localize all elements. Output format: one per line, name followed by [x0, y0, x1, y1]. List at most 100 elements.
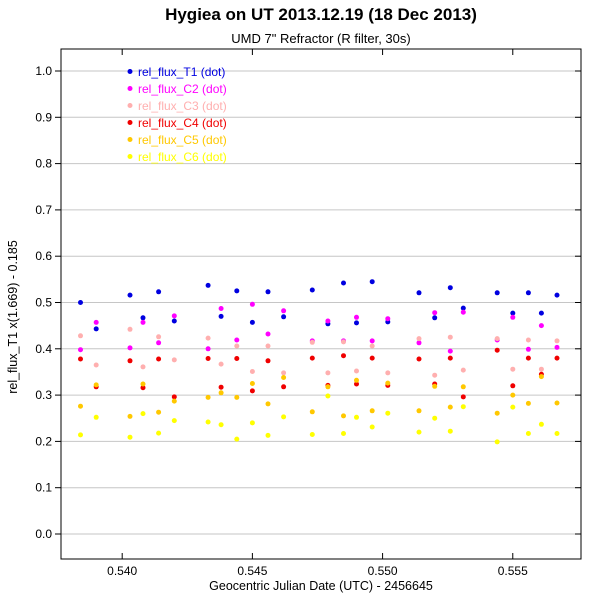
data-point-C5 — [354, 377, 359, 383]
data-point-T1 — [218, 313, 224, 319]
data-point-C6 — [354, 414, 359, 420]
data-point-C3 — [525, 337, 531, 343]
data-point-C2 — [525, 346, 531, 352]
legend-item-C6: rel_flux_C6 (dot) — [127, 150, 227, 164]
data-point-C3 — [249, 369, 255, 374]
x-tick-label: 0.540 — [107, 564, 137, 578]
data-point-C3 — [171, 357, 177, 363]
data-point-C5 — [554, 400, 560, 406]
data-point-C6 — [140, 411, 146, 417]
data-point-C2 — [432, 310, 438, 316]
data-point-T1 — [416, 290, 422, 296]
data-point-C3 — [494, 336, 500, 342]
data-point-C6 — [554, 431, 560, 436]
data-point-C2 — [510, 314, 516, 320]
legend-label: rel_flux_C6 (dot) — [138, 150, 227, 164]
data-point-C4 — [156, 356, 162, 362]
data-point-C6 — [525, 431, 531, 436]
data-point-C5 — [127, 413, 133, 419]
data-point-T1 — [494, 290, 500, 296]
data-point-C2 — [354, 314, 359, 320]
data-point-C2 — [538, 323, 544, 329]
data-point-T1 — [171, 318, 177, 324]
data-point-C4 — [234, 356, 240, 361]
legend-dot-icon — [127, 137, 133, 142]
y-tick-label: 0.8 — [35, 157, 52, 171]
data-point-C6 — [385, 410, 391, 416]
data-point-C5 — [140, 381, 146, 387]
legend-dot-icon — [127, 103, 133, 108]
data-point-C6 — [309, 432, 315, 437]
data-point-T1 — [341, 280, 346, 286]
x-tick-label: 0.550 — [368, 564, 398, 578]
data-point-C6 — [249, 420, 255, 426]
data-point-T1 — [127, 292, 133, 298]
data-point-C3 — [325, 370, 331, 376]
data-point-C2 — [447, 348, 453, 354]
legend-dot-icon — [127, 154, 133, 159]
legend-item-C5: rel_flux_C5 (dot) — [127, 133, 227, 147]
data-point-C6 — [369, 424, 375, 430]
data-point-C2 — [234, 337, 240, 343]
data-point-C5 — [460, 384, 466, 390]
data-point-C3 — [309, 339, 315, 345]
data-point-C4 — [309, 355, 315, 361]
legend: rel_flux_T1 (dot) rel_flux_C2 (dot) rel_fl… — [127, 65, 227, 164]
data-point-C6 — [432, 415, 438, 421]
data-point-C2 — [249, 301, 255, 307]
data-point-C4 — [341, 353, 346, 359]
data-point-C4 — [127, 358, 133, 364]
data-point-C3 — [205, 335, 211, 341]
data-point-C5 — [93, 382, 99, 388]
data-point-C5 — [525, 400, 531, 406]
data-point-C4 — [265, 358, 271, 364]
data-point-C3 — [341, 339, 346, 345]
data-point-C6 — [205, 419, 211, 425]
data-point-C4 — [447, 355, 453, 361]
data-point-C3 — [447, 334, 453, 340]
data-point-C5 — [325, 384, 331, 390]
data-point-C4 — [171, 394, 177, 400]
data-point-C4 — [494, 347, 500, 353]
legend-item-C2: rel_flux_C2 (dot) — [127, 82, 227, 96]
data-point-C5 — [341, 413, 346, 419]
data-point-C3 — [78, 333, 83, 339]
legend-label: rel_flux_C4 (dot) — [138, 116, 227, 130]
data-point-T1 — [432, 315, 438, 321]
data-point-C2 — [156, 340, 162, 346]
data-point-C2 — [78, 347, 83, 353]
data-point-C6 — [234, 436, 240, 442]
data-point-C6 — [510, 404, 516, 410]
data-point-C5 — [156, 409, 162, 415]
data-point-T1 — [205, 282, 211, 288]
data-point-T1 — [249, 319, 255, 325]
data-point-C5 — [218, 390, 224, 396]
data-point-C6 — [127, 434, 133, 440]
legend-label: rel_flux_T1 (dot) — [138, 65, 225, 79]
legend-label: rel_flux_C2 (dot) — [138, 82, 227, 96]
data-point-C2 — [385, 316, 391, 322]
legend-dot-icon — [127, 69, 133, 74]
data-point-C2 — [140, 319, 146, 325]
data-point-C5 — [205, 394, 211, 400]
y-tick-label: 0.1 — [35, 481, 52, 495]
y-tick-label: 0.3 — [35, 388, 52, 402]
data-point-C3 — [354, 368, 359, 374]
data-point-C3 — [127, 326, 133, 332]
data-point-T1 — [309, 287, 315, 293]
data-point-C3 — [234, 343, 240, 349]
data-point-C3 — [281, 370, 287, 376]
data-point-C6 — [171, 418, 177, 424]
data-point-T1 — [234, 288, 240, 294]
chart-title: Hygiea on UT 2013.12.19 (18 Dec 2013) — [165, 5, 477, 24]
data-point-C6 — [218, 422, 224, 428]
data-point-T1 — [93, 326, 99, 332]
data-point-T1 — [354, 320, 359, 326]
y-tick-label: 1.0 — [35, 64, 52, 78]
y-tick-label: 0.7 — [35, 203, 52, 217]
data-point-C3 — [416, 336, 422, 342]
plot-border — [60, 48, 582, 560]
data-point-T1 — [281, 314, 287, 320]
y-axis-label: rel_flux_T1 x(1.669) - 0.185 — [6, 240, 20, 394]
